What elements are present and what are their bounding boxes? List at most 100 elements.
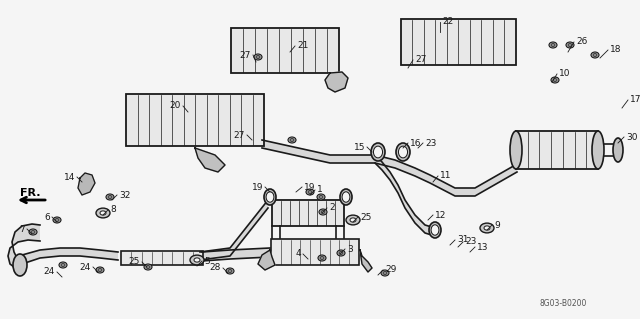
Ellipse shape bbox=[374, 146, 383, 158]
Ellipse shape bbox=[566, 42, 574, 48]
Text: 26: 26 bbox=[576, 38, 588, 47]
Ellipse shape bbox=[226, 268, 234, 274]
Polygon shape bbox=[401, 19, 515, 65]
Ellipse shape bbox=[61, 263, 65, 266]
Text: 7: 7 bbox=[19, 225, 25, 234]
Polygon shape bbox=[231, 27, 339, 72]
Polygon shape bbox=[360, 250, 372, 272]
Ellipse shape bbox=[319, 209, 327, 215]
Ellipse shape bbox=[613, 138, 623, 162]
Ellipse shape bbox=[480, 223, 494, 233]
Text: 30: 30 bbox=[626, 132, 637, 142]
Ellipse shape bbox=[342, 192, 350, 202]
Ellipse shape bbox=[337, 250, 345, 256]
Text: 23: 23 bbox=[425, 138, 436, 147]
Text: 28: 28 bbox=[210, 263, 221, 272]
Ellipse shape bbox=[106, 194, 114, 200]
Text: 22: 22 bbox=[442, 18, 453, 26]
Ellipse shape bbox=[144, 264, 152, 270]
Text: 15: 15 bbox=[353, 143, 365, 152]
Polygon shape bbox=[200, 200, 268, 260]
Ellipse shape bbox=[59, 262, 67, 268]
Ellipse shape bbox=[266, 192, 274, 202]
Ellipse shape bbox=[321, 211, 325, 213]
Text: 13: 13 bbox=[477, 242, 488, 251]
Ellipse shape bbox=[591, 52, 599, 58]
Ellipse shape bbox=[340, 189, 352, 205]
Ellipse shape bbox=[383, 271, 387, 275]
Ellipse shape bbox=[98, 269, 102, 271]
Ellipse shape bbox=[551, 43, 555, 47]
Text: 27: 27 bbox=[415, 56, 426, 64]
Text: 19: 19 bbox=[252, 182, 263, 191]
Ellipse shape bbox=[553, 78, 557, 81]
Text: 2: 2 bbox=[329, 204, 335, 212]
Ellipse shape bbox=[194, 258, 200, 262]
Ellipse shape bbox=[100, 211, 106, 215]
Text: 32: 32 bbox=[119, 190, 131, 199]
Text: 24: 24 bbox=[44, 268, 55, 277]
Text: 31: 31 bbox=[457, 235, 468, 244]
Polygon shape bbox=[271, 239, 359, 265]
Ellipse shape bbox=[592, 131, 604, 169]
Text: 17: 17 bbox=[630, 95, 640, 105]
Text: 24: 24 bbox=[80, 263, 91, 271]
Ellipse shape bbox=[350, 218, 356, 222]
Ellipse shape bbox=[13, 254, 27, 276]
Ellipse shape bbox=[146, 265, 150, 269]
Text: 23: 23 bbox=[465, 238, 476, 247]
Ellipse shape bbox=[317, 194, 325, 200]
Text: 9: 9 bbox=[494, 220, 500, 229]
Ellipse shape bbox=[320, 256, 324, 259]
Text: 12: 12 bbox=[435, 211, 446, 219]
Text: 1: 1 bbox=[317, 186, 323, 195]
Polygon shape bbox=[126, 94, 264, 146]
Ellipse shape bbox=[396, 143, 410, 161]
Text: 18: 18 bbox=[610, 46, 621, 55]
Ellipse shape bbox=[264, 189, 276, 205]
Polygon shape bbox=[325, 72, 348, 92]
Polygon shape bbox=[195, 148, 225, 172]
Polygon shape bbox=[121, 251, 203, 265]
Text: 8G03-B0200: 8G03-B0200 bbox=[540, 299, 588, 308]
Text: 25: 25 bbox=[360, 212, 371, 221]
Ellipse shape bbox=[29, 229, 37, 235]
Text: FR.: FR. bbox=[20, 188, 40, 198]
Text: 11: 11 bbox=[440, 172, 451, 181]
Text: 29: 29 bbox=[385, 265, 396, 275]
Text: 6: 6 bbox=[44, 212, 50, 221]
Text: 10: 10 bbox=[559, 70, 570, 78]
Ellipse shape bbox=[256, 56, 260, 58]
Text: 16: 16 bbox=[410, 138, 422, 147]
Ellipse shape bbox=[399, 146, 408, 158]
Ellipse shape bbox=[190, 255, 204, 265]
Ellipse shape bbox=[318, 255, 326, 261]
Text: 3: 3 bbox=[347, 244, 353, 254]
Ellipse shape bbox=[53, 217, 61, 223]
Text: 19: 19 bbox=[304, 182, 316, 191]
Ellipse shape bbox=[306, 189, 314, 195]
Ellipse shape bbox=[288, 137, 296, 143]
Text: 8: 8 bbox=[110, 205, 116, 214]
Text: 27: 27 bbox=[239, 50, 251, 60]
Ellipse shape bbox=[431, 225, 439, 235]
Text: 4: 4 bbox=[296, 249, 301, 258]
Ellipse shape bbox=[510, 131, 522, 169]
Text: 27: 27 bbox=[234, 130, 245, 139]
Ellipse shape bbox=[31, 231, 35, 234]
Ellipse shape bbox=[429, 222, 441, 238]
Polygon shape bbox=[272, 200, 344, 226]
Polygon shape bbox=[516, 131, 598, 169]
Ellipse shape bbox=[108, 196, 112, 198]
Polygon shape bbox=[262, 140, 517, 196]
Ellipse shape bbox=[371, 143, 385, 161]
Polygon shape bbox=[375, 155, 435, 236]
Ellipse shape bbox=[484, 226, 490, 230]
Ellipse shape bbox=[55, 219, 59, 221]
Ellipse shape bbox=[96, 267, 104, 273]
Ellipse shape bbox=[339, 251, 343, 255]
Text: 21: 21 bbox=[297, 41, 308, 50]
Text: 20: 20 bbox=[170, 101, 181, 110]
Text: 14: 14 bbox=[63, 173, 75, 182]
Polygon shape bbox=[78, 173, 95, 195]
